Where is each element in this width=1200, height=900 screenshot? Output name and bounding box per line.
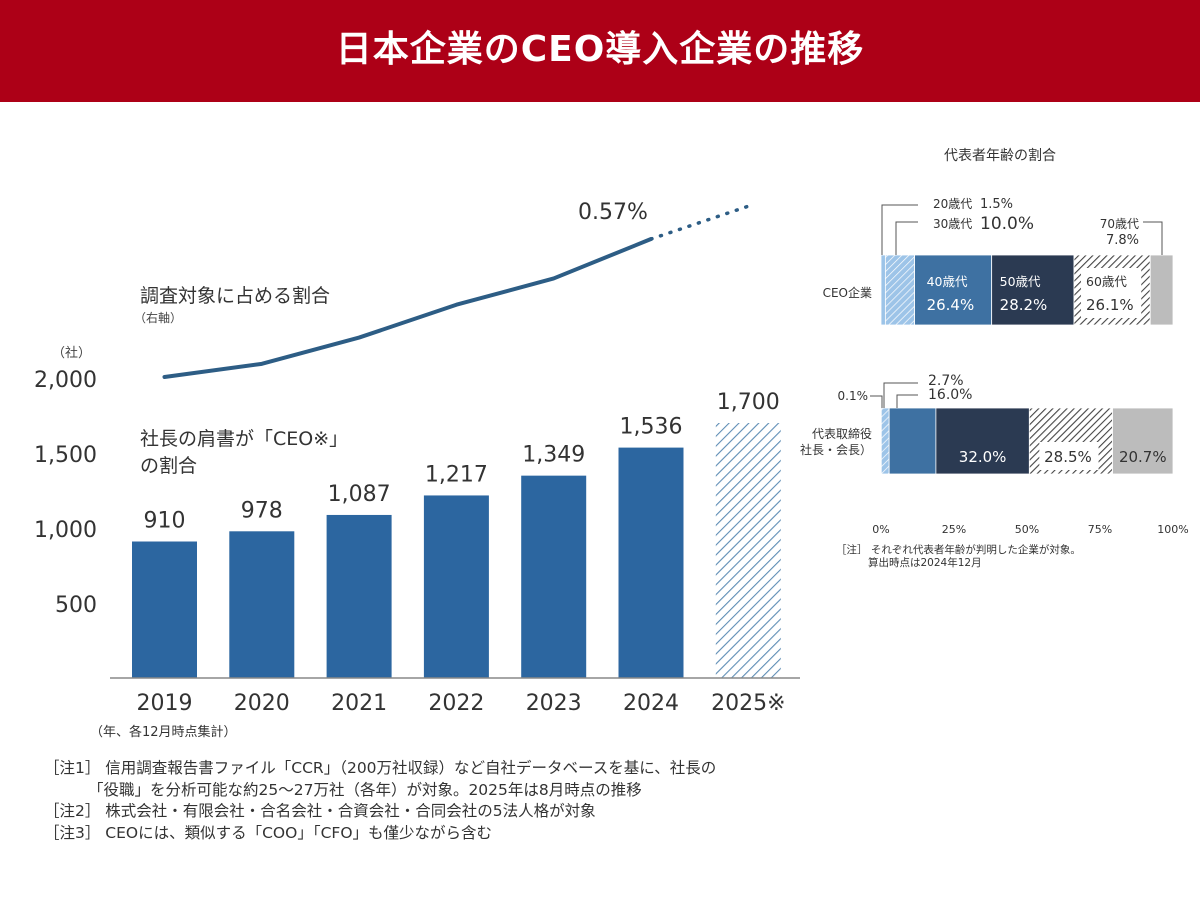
bar-value-label: 978: [241, 498, 283, 523]
ratio-line-projection: [649, 204, 751, 241]
ratio-value-label: 0.57%: [578, 200, 648, 225]
footnotes: ［注1］ 信用調査報告書ファイル「CCR」（200万社収録）など自社データベース…: [44, 758, 716, 844]
note-3: ［注3］ CEOには、類似する「COO」「CFO」も僅少ながら含む: [44, 823, 493, 842]
line-series-axis-note: （右軸）: [134, 310, 182, 325]
rep-value-50s: 32.0%: [959, 448, 1007, 466]
age-segment: [1149, 254, 1174, 326]
label-30s: 30歳代: [933, 217, 972, 231]
age-segment: [880, 254, 886, 326]
bar: [229, 531, 295, 678]
x-tick-label: 2025※: [711, 691, 785, 716]
x-tick-label: 50%: [1015, 523, 1039, 536]
y-tick-label: 500: [55, 593, 97, 618]
category-label-line2: 社長・会長）: [800, 442, 872, 457]
x-tick-label: 2023: [526, 691, 582, 716]
x-tick-label: 0%: [872, 523, 889, 536]
label-60s: 60歳代: [1086, 274, 1127, 289]
age-note-line-1: ［注］ それぞれ代表者年齢が判明した企業が対象。: [836, 544, 1081, 556]
x-tick-label: 75%: [1088, 523, 1112, 536]
value-70s: 7.8%: [1106, 233, 1139, 248]
ceo-companies-chart: 500 1,000 1,500 2,000 910 978 1,087 1,217 1,349…: [34, 200, 800, 740]
x-tick-label: 2020: [234, 691, 290, 716]
bar: [423, 495, 489, 678]
x-tick-label: 2022: [428, 691, 484, 716]
ratio-line: [162, 237, 653, 379]
category-label-line1: 代表取締役: [812, 426, 872, 441]
leader-rep-40s: [896, 394, 918, 408]
bar-value-label: 1,700: [717, 390, 780, 415]
note-1-line-2: 「役職」を分析可能な約25～27万社（各年）が対象。2025年は8月時点の推移: [88, 780, 642, 799]
bar: [326, 514, 392, 678]
note-1-line-1: ［注1］ 信用調査報告書ファイル「CCR」（200万社収録）など自社データベース…: [44, 759, 717, 777]
value-20s: 1.5%: [980, 197, 1013, 212]
value-30s: 10.0%: [980, 214, 1034, 234]
x-tick-label: 2019: [137, 691, 193, 716]
label-20s: 20歳代: [933, 197, 972, 211]
category-label: CEO企業: [823, 285, 872, 300]
rep-label-box-60s: [1039, 442, 1099, 470]
bar-value-label: 1,536: [620, 415, 683, 440]
rep-value-30s: 2.7%: [928, 373, 964, 389]
leader-30s: [895, 221, 918, 255]
y-axis-unit: （社）: [52, 345, 91, 361]
x-tick-label: 2021: [331, 691, 387, 716]
rep-value-20s: 0.1%: [838, 389, 869, 403]
value-60s: 26.1%: [1086, 296, 1134, 314]
y-tick-label: 2,000: [34, 368, 97, 393]
bar-estimated: [715, 423, 781, 678]
x-axis-note: （年、各12月時点集計）: [90, 724, 237, 740]
leader-rep-20s: [870, 395, 883, 408]
page-title: 日本企業のCEO導入企業の推移: [335, 29, 865, 70]
bar: [618, 447, 684, 678]
bar: [132, 541, 197, 678]
label-40s: 40歳代: [927, 274, 968, 289]
age-segment: [1112, 407, 1174, 475]
age-chart-note: ［注］ それぞれ代表者年齢が判明した企業が対象。 算出時点は2024年12月: [836, 544, 1081, 570]
bar-series-label-line2: の割合: [140, 455, 197, 477]
note-2: ［注2］ 株式会社・有限会社・合名会社・合資会社・合同会社の5法人格が対象: [44, 802, 596, 820]
label-70s: 70歳代: [1100, 217, 1139, 231]
leader-rep-30s: [883, 382, 918, 408]
bar-series-label-line1: 社長の肩書が「CEO※」: [140, 428, 348, 450]
y-tick-label: 1,000: [34, 518, 97, 543]
leader-70s: [1143, 221, 1163, 255]
age-segment: [888, 407, 937, 475]
age-segment: [884, 254, 915, 326]
age-chart-title: 代表者年齢の割合: [944, 147, 1056, 164]
rep-value-40s: 16.0%: [928, 387, 972, 403]
x-tick-label: 2024: [623, 691, 679, 716]
label-50s: 50歳代: [1000, 274, 1041, 289]
bar-value-label: 910: [144, 509, 186, 534]
value-50s: 28.2%: [1000, 296, 1048, 314]
header-banner: [0, 0, 1200, 102]
y-tick-label: 1,500: [34, 443, 97, 468]
line-series-label: 調査対象に占める割合: [140, 285, 330, 307]
rep-value-70s: 20.7%: [1119, 448, 1167, 466]
age-segment: [991, 254, 1075, 326]
label-box-60s: [1081, 268, 1142, 318]
age-segment: [914, 254, 993, 326]
value-40s: 26.4%: [927, 296, 975, 314]
bar-value-label: 1,217: [425, 462, 488, 487]
age-segment: [880, 407, 890, 475]
leader-20s: [881, 204, 918, 255]
bar-value-label: 1,349: [522, 443, 585, 468]
x-tick-label: 25%: [942, 523, 966, 536]
age-note-line-2: 算出時点は2024年12月: [868, 557, 982, 569]
x-tick-label: 100%: [1157, 523, 1188, 536]
rep-value-60s: 28.5%: [1044, 448, 1092, 466]
bar: [521, 475, 587, 678]
bar-value-label: 1,087: [328, 482, 391, 507]
